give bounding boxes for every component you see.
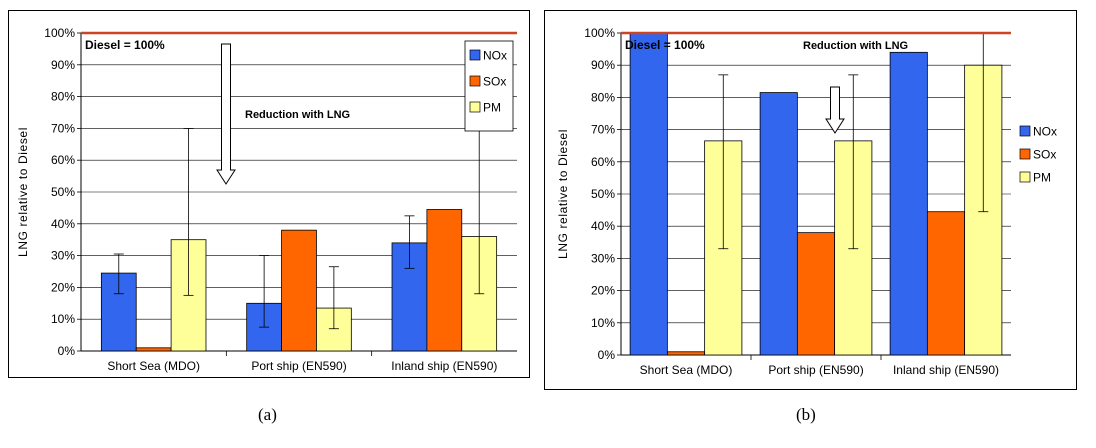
chart-b-ytick-label: 100%: [584, 26, 615, 40]
chart-a-legend-swatch-nox: [469, 49, 481, 61]
chart-b-ytick-label: 0%: [598, 348, 616, 362]
chart-a-ylabel: LNG relative to Diesel: [16, 127, 30, 257]
chart-a-legend-swatch-pm: [469, 101, 481, 113]
chart-b-legend-label: NOx: [1033, 125, 1057, 139]
chart-a-reduction-arrow-icon: [216, 43, 236, 185]
chart-b-ytick-label: 10%: [591, 316, 615, 330]
chart-b-annotation: Reduction with LNG: [803, 40, 908, 52]
chart-a-annotation: Reduction with LNG: [245, 109, 350, 121]
chart-a-ytick-label: 80%: [51, 90, 75, 104]
chart-b-ytick-label: 20%: [591, 284, 615, 298]
chart-b-bar-nox: [889, 51, 928, 356]
chart-b-bar-sox: [796, 232, 836, 356]
chart-b-reference-label: Diesel = 100%: [625, 38, 705, 52]
chart-a-xtick-label: Port ship (EN590): [251, 359, 346, 373]
chart-a-frame: 0% 10% 20% 30% 40% 50% 60% 70% 80% 90% 100% LNG rel…: [8, 10, 530, 378]
chart-a-ytick-label: 60%: [51, 153, 75, 167]
chart-a-ytick-label: 30%: [51, 249, 75, 263]
chart-a-ytick-label: 90%: [51, 58, 75, 72]
chart-a-legend-label: PM: [483, 101, 501, 115]
chart-b-frame: 0% 10% 20% 30% 40% 50% 60% 70% 80% 90% 100% LNG rel…: [544, 10, 1077, 390]
chart-b-reduction-arrow-icon: [825, 86, 845, 134]
chart-a-bar-sox: [426, 209, 463, 352]
chart-a-legend-swatch-sox: [469, 75, 481, 87]
chart-a-ytick-label: 0%: [58, 344, 76, 358]
chart-a-xtick-label: Short Sea (MDO): [107, 359, 200, 373]
chart-b-ytick-label: 40%: [591, 219, 615, 233]
chart-b-xtick-label: Short Sea (MDO): [640, 363, 733, 377]
chart-b-bar-sox: [926, 211, 966, 356]
chart-a-legend-label: SOx: [483, 75, 506, 89]
chart-b-bar-sox: [666, 351, 706, 356]
chart-b-xtick-label: Inland ship (EN590): [893, 363, 999, 377]
chart-b-legend-swatch-sox: [1019, 148, 1031, 160]
chart-b-ytick-label: 90%: [591, 58, 615, 72]
chart-a-reference-label: Diesel = 100%: [85, 38, 165, 52]
chart-a-ytick-label: 40%: [51, 217, 75, 231]
chart-a-ytick-label: 20%: [51, 280, 75, 294]
chart-b-legend-swatch-nox: [1019, 125, 1031, 137]
chart-b-ylabel: LNG relative to Diesel: [556, 129, 570, 259]
chart-a-legend-label: NOx: [483, 49, 507, 63]
chart-b-legend-label: PM: [1033, 171, 1051, 185]
chart-a-ytick-label: 100%: [44, 26, 75, 40]
chart-a: 0% 10% 20% 30% 40% 50% 60% 70% 80% 90% 100% LNG rel…: [16, 26, 517, 373]
caption-b: (b): [796, 405, 816, 424]
chart-a-ytick-label: 70%: [51, 121, 75, 135]
chart-a-xtick-label: Inland ship (EN590): [391, 359, 497, 373]
chart-a-ytick-label: 10%: [51, 312, 75, 326]
chart-b-legend-label: SOx: [1033, 148, 1056, 162]
chart-a-bar-sox: [281, 229, 317, 352]
chart-b-ytick-label: 60%: [591, 155, 615, 169]
chart-b-xtick-label: Port ship (EN590): [768, 363, 863, 377]
chart-b-bar-nox: [629, 32, 668, 356]
caption-a: (a): [258, 405, 277, 424]
chart-b: 0% 10% 20% 30% 40% 50% 60% 70% 80% 90% 100% LNG rel…: [556, 26, 1071, 377]
chart-b-ytick-label: 50%: [591, 187, 615, 201]
chart-b-legend-swatch-pm: [1019, 171, 1031, 183]
chart-b-ytick-label: 80%: [591, 90, 615, 104]
chart-b-ytick-label: 30%: [591, 251, 615, 265]
chart-a-bar-sox: [135, 347, 172, 352]
chart-b-ytick-label: 70%: [591, 123, 615, 137]
chart-a-ytick-label: 50%: [51, 185, 75, 199]
chart-b-bar-nox: [759, 92, 798, 356]
